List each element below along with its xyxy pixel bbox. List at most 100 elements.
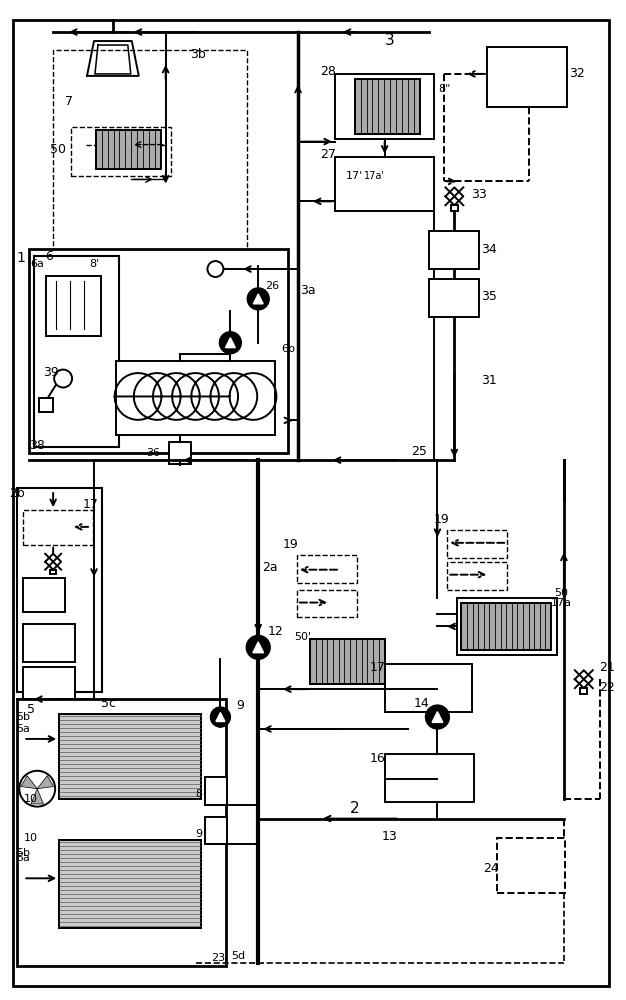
Bar xyxy=(385,754,475,802)
Text: 9: 9 xyxy=(195,829,202,839)
Text: 17: 17 xyxy=(83,498,99,511)
Bar xyxy=(96,130,161,169)
Bar xyxy=(451,205,458,211)
Circle shape xyxy=(19,771,55,807)
Text: 33: 33 xyxy=(471,188,487,201)
Bar xyxy=(335,157,434,211)
Text: 36: 36 xyxy=(146,448,160,458)
Bar xyxy=(34,256,119,447)
Text: 2b: 2b xyxy=(9,487,25,500)
Bar xyxy=(23,624,75,662)
Text: 35: 35 xyxy=(481,290,497,303)
Bar xyxy=(23,667,75,705)
Bar xyxy=(73,132,93,167)
Polygon shape xyxy=(432,712,443,722)
Text: 5d: 5d xyxy=(231,951,245,961)
Text: 8": 8" xyxy=(438,84,451,94)
Text: 5: 5 xyxy=(28,703,35,716)
Text: 23: 23 xyxy=(212,953,225,963)
Text: 19: 19 xyxy=(434,513,449,526)
Text: 5c: 5c xyxy=(101,697,116,710)
Bar xyxy=(297,590,357,617)
Bar xyxy=(85,76,141,82)
Text: 5b: 5b xyxy=(16,848,30,858)
Text: 1: 1 xyxy=(17,251,26,265)
Text: 22: 22 xyxy=(599,681,615,694)
Text: 38: 38 xyxy=(29,439,45,452)
Text: 50: 50 xyxy=(50,143,66,156)
Text: 16: 16 xyxy=(370,752,386,765)
Bar xyxy=(448,562,507,590)
Circle shape xyxy=(247,288,269,310)
Text: 32: 32 xyxy=(569,67,585,80)
Text: 9: 9 xyxy=(237,699,244,712)
Polygon shape xyxy=(253,642,264,653)
Text: 31: 31 xyxy=(481,374,497,387)
Text: 17': 17' xyxy=(346,171,364,181)
Text: 17: 17 xyxy=(370,661,386,674)
Text: 12: 12 xyxy=(267,625,283,638)
Text: 10: 10 xyxy=(24,833,38,843)
Text: 21: 21 xyxy=(599,661,615,674)
Text: 5a: 5a xyxy=(16,724,30,734)
Bar xyxy=(46,276,101,336)
Text: 6: 6 xyxy=(45,250,53,263)
Text: 25: 25 xyxy=(411,445,428,458)
Bar xyxy=(39,398,53,412)
Polygon shape xyxy=(216,713,225,722)
Bar xyxy=(310,639,385,684)
Text: 3: 3 xyxy=(385,33,394,48)
Bar xyxy=(116,361,275,435)
Circle shape xyxy=(210,707,230,727)
Bar xyxy=(487,47,567,107)
Bar xyxy=(385,664,472,712)
Bar xyxy=(59,714,200,799)
Bar xyxy=(310,639,385,684)
Bar xyxy=(429,231,480,269)
Text: 7: 7 xyxy=(65,95,73,108)
Polygon shape xyxy=(31,789,43,804)
Text: 2: 2 xyxy=(350,801,359,816)
Bar xyxy=(461,603,551,650)
Polygon shape xyxy=(45,554,61,570)
Text: 3b: 3b xyxy=(190,48,205,61)
Text: 13: 13 xyxy=(382,830,398,843)
Text: 5b: 5b xyxy=(16,712,30,722)
Bar xyxy=(59,714,200,799)
Bar xyxy=(168,442,190,464)
Text: 14: 14 xyxy=(414,697,429,710)
Text: 6b: 6b xyxy=(281,344,295,354)
Text: 27: 27 xyxy=(320,148,336,161)
Bar xyxy=(29,249,288,453)
Text: 17a': 17a' xyxy=(364,171,385,181)
Bar xyxy=(71,127,171,176)
Polygon shape xyxy=(87,41,139,76)
Circle shape xyxy=(426,705,449,729)
Polygon shape xyxy=(446,187,463,205)
Bar xyxy=(335,74,434,139)
Bar xyxy=(580,688,587,694)
Text: 6a: 6a xyxy=(30,259,44,269)
Polygon shape xyxy=(21,776,37,789)
Bar xyxy=(23,578,65,612)
Text: 10: 10 xyxy=(24,794,38,804)
Text: 34: 34 xyxy=(481,243,497,256)
Bar xyxy=(18,488,102,692)
Circle shape xyxy=(207,261,223,277)
Bar xyxy=(205,777,227,805)
Text: 8: 8 xyxy=(195,789,202,799)
Polygon shape xyxy=(37,776,54,789)
Circle shape xyxy=(220,332,241,354)
Text: 3a: 3a xyxy=(300,284,316,297)
Bar xyxy=(107,67,119,77)
Bar xyxy=(458,598,557,655)
Bar xyxy=(18,699,227,966)
Polygon shape xyxy=(254,294,263,304)
Bar xyxy=(497,838,565,893)
Bar xyxy=(429,279,480,317)
Text: 19: 19 xyxy=(282,538,298,551)
Text: 50': 50' xyxy=(294,632,312,642)
Text: 39: 39 xyxy=(43,366,59,379)
Text: 8': 8' xyxy=(89,259,99,269)
Bar xyxy=(355,79,419,134)
